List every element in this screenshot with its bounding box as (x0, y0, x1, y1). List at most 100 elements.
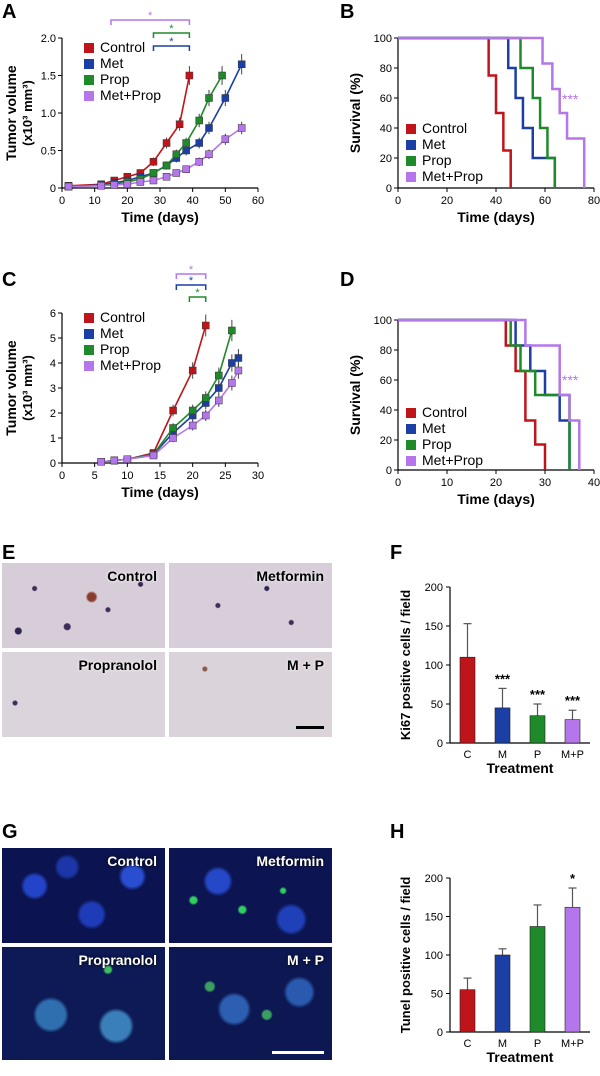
y-tick-label: 0 (50, 183, 56, 195)
y-tick-label: 0 (437, 1027, 443, 1039)
data-point (234, 354, 243, 362)
data-point (149, 169, 158, 177)
data-point (228, 379, 236, 387)
y-tick-label: 150 (425, 912, 443, 924)
x-tick-label: P (534, 749, 541, 761)
significance-star: *** (562, 372, 579, 388)
legend-swatch (84, 91, 94, 101)
y-tick-label: 60 (380, 93, 392, 105)
series-line-met (398, 318, 571, 470)
data-point (169, 406, 177, 415)
data-point (205, 124, 213, 132)
legend-label: Met+Prop (100, 357, 161, 373)
x-tick-label: 10 (89, 195, 101, 207)
legend-swatch (84, 345, 94, 355)
ki67-image-control: Control (2, 563, 165, 648)
panel-label-e: E (2, 542, 16, 564)
y-axis-title: Survival (%) (347, 355, 363, 435)
significance-star: * (570, 871, 576, 886)
x-axis-title: Treatment (487, 1049, 554, 1065)
data-point (185, 71, 194, 80)
chart-h: 0 50 100 150 200 C M P M+P * Treatment Tunel positi… (398, 871, 590, 1065)
data-point (188, 366, 197, 375)
y-tick-label: 200 (425, 873, 443, 885)
image-label: Control (107, 568, 157, 584)
significance-star: *** (530, 687, 546, 702)
y-axis-subtitle: (x10³ mm³) (20, 355, 35, 421)
significance-star: * (169, 23, 174, 35)
data-point (218, 71, 226, 80)
legend-label: Control (100, 39, 145, 55)
data-point (215, 371, 223, 380)
x-tick-label: 60 (252, 195, 264, 207)
legend-swatch (84, 329, 94, 339)
series-line-met-prop (101, 370, 240, 463)
y-axis-title: Tumor volume (3, 65, 19, 161)
bar-c (459, 656, 476, 744)
x-tick-label: P (534, 1038, 541, 1050)
y-axis-title: Tunel positive cells / field (398, 877, 413, 1034)
data-point (64, 182, 73, 191)
x-tick-label: 0 (59, 195, 65, 207)
data-point (188, 421, 197, 430)
scale-bar (272, 1051, 324, 1054)
data-point (169, 434, 177, 442)
legend-label: Met (422, 420, 445, 436)
y-tick-label: 80 (380, 345, 392, 357)
y-tick-label: 100 (425, 660, 443, 672)
x-tick-label: M (498, 1038, 507, 1050)
y-axis-title: Ki67 positive cells / field (398, 590, 413, 740)
y-tick-label: 50 (431, 989, 443, 1001)
y-axis-title: Tumor volume (3, 340, 19, 436)
data-point (205, 94, 213, 102)
x-tick-label: 20 (121, 195, 133, 207)
data-point (201, 321, 210, 330)
x-tick-label: C (464, 1038, 472, 1050)
legend-label: Prop (422, 436, 452, 452)
data-point (172, 150, 181, 158)
legend-swatch (406, 156, 416, 166)
data-point (234, 366, 243, 375)
legend-swatch (406, 440, 416, 450)
data-point (228, 326, 236, 335)
data-point (136, 178, 145, 186)
y-tick-label: 1 (50, 433, 56, 445)
series-line-met (68, 63, 243, 188)
significance-bracket (175, 284, 207, 290)
data-point (201, 394, 210, 402)
legend-swatch (406, 456, 416, 466)
x-tick-label: 10 (441, 477, 453, 489)
data-point (175, 120, 184, 128)
y-tick-label: 0.5 (41, 146, 56, 158)
scale-bar (296, 726, 324, 729)
legend-swatch (84, 43, 94, 53)
y-tick-label: 200 (425, 582, 443, 594)
panel-label-c: C (2, 269, 17, 291)
y-tick-label: 100 (374, 315, 392, 327)
legend-label: Met (422, 136, 445, 152)
significance-bracket (175, 273, 207, 279)
data-point (149, 451, 158, 460)
significance-bracket (110, 19, 191, 25)
bar-p (529, 715, 546, 744)
x-axis-title: Treatment (487, 760, 554, 776)
x-tick-label: 5 (92, 470, 98, 482)
tunel-image-propranolol: Propranolol (2, 947, 165, 1060)
legend-swatch (84, 75, 94, 85)
x-tick-label: 60 (539, 195, 551, 207)
y-tick-label: 0 (50, 458, 56, 470)
y-tick-label: 3 (50, 383, 56, 395)
legend-label: Prop (100, 71, 130, 87)
y-tick-label: 50 (431, 699, 443, 711)
data-point (188, 406, 197, 415)
x-tick-label: 15 (154, 470, 166, 482)
data-point (215, 396, 223, 405)
x-tick-label: 0 (395, 477, 401, 489)
chart-f: 0 50 100 150 200 C M *** P *** M+P *** Treatment Ki67… (398, 582, 590, 776)
legend-swatch (84, 313, 94, 323)
y-axis-title: Survival (%) (347, 73, 363, 153)
data-point (162, 173, 171, 181)
significance-bracket (152, 32, 191, 38)
x-tick-label: C (464, 749, 472, 761)
chart-c: 0 5 10 15 20 25 30 0 1 2 3 4 5 6 Time (days) Tumor volu… (3, 264, 264, 500)
